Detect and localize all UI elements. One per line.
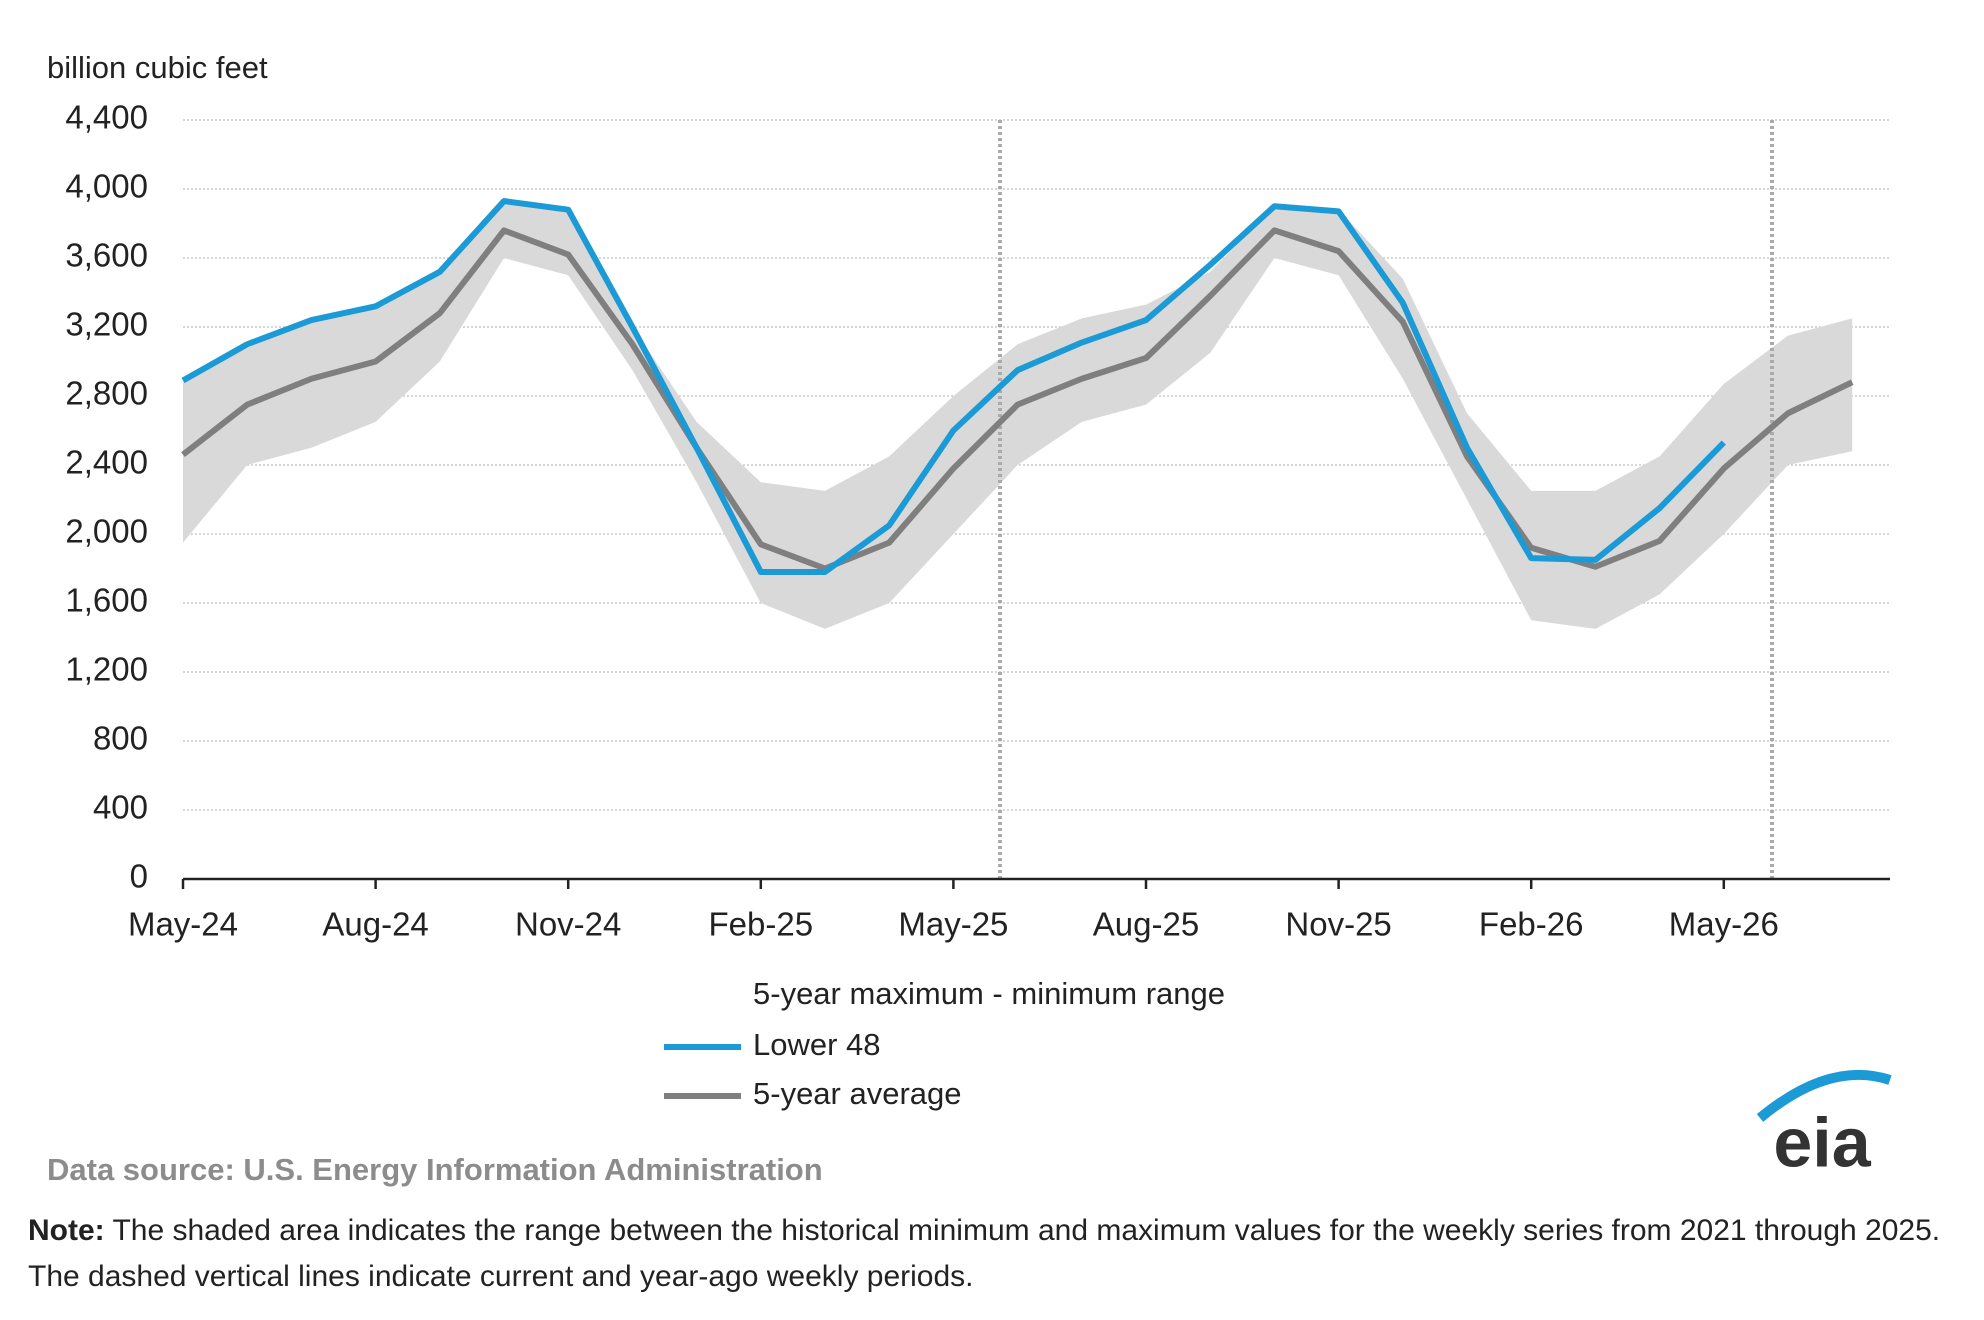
legend-range: 5-year maximum - minimum range (753, 976, 1225, 1011)
band-layer (183, 197, 1853, 629)
y-axis-label: billion cubic feet (47, 50, 268, 85)
series-line (181, 198, 1726, 575)
x-tick-label: Feb-25 (709, 906, 814, 943)
y-tick-label: 2,000 (65, 513, 148, 550)
x-tick-label: Nov-24 (515, 906, 621, 943)
note-text: The shaded area indicates the range betw… (28, 1214, 1941, 1293)
x-tick-label: Aug-24 (322, 906, 428, 943)
x-tick-label: Nov-25 (1285, 906, 1391, 943)
x-tick-label: May-25 (898, 906, 1008, 943)
note-label: Note: (28, 1214, 105, 1247)
grid (183, 119, 1890, 811)
legend-label: 5-year average (753, 1076, 962, 1111)
y-tick-label: 0 (130, 858, 148, 895)
source: Data source: U.S. Energy Information Adm… (47, 1152, 823, 1187)
line-layer (181, 198, 1854, 575)
y-tick-label: 4,000 (65, 168, 148, 205)
axes: 0 400 800 1,200 1,600 2,000 2,400 2,800 3,200 3,6… (65, 99, 1890, 943)
x-tick-label: May-26 (1669, 906, 1779, 943)
x-tick-label: Aug-25 (1093, 906, 1199, 943)
legend-label: Lower 48 (753, 1027, 881, 1062)
y-tick-label: 400 (93, 789, 148, 826)
y-tick-label: 4,400 (65, 99, 148, 136)
logo: eia (1773, 1103, 1871, 1181)
y-tick-label: 2,800 (65, 375, 148, 412)
x-tick-label: May-24 (128, 906, 238, 943)
logo-arc (1756, 1069, 1892, 1122)
y-tick-label: 2,400 (65, 444, 148, 481)
y-tick-label: 3,200 (65, 306, 148, 343)
y-tick-label: 1,600 (65, 582, 148, 619)
note: Note: The shaded area indicates the rang… (28, 1208, 1968, 1300)
y-tick-label: 800 (93, 720, 148, 757)
range-band (183, 197, 1853, 629)
x-tick-label: Feb-26 (1479, 906, 1584, 943)
y-tick-label: 3,600 (65, 237, 148, 274)
chart: billion cubic feet 0 400 800 1,200 1,600 2,00… (47, 50, 1892, 1187)
y-tick-label: 1,200 (65, 651, 148, 688)
